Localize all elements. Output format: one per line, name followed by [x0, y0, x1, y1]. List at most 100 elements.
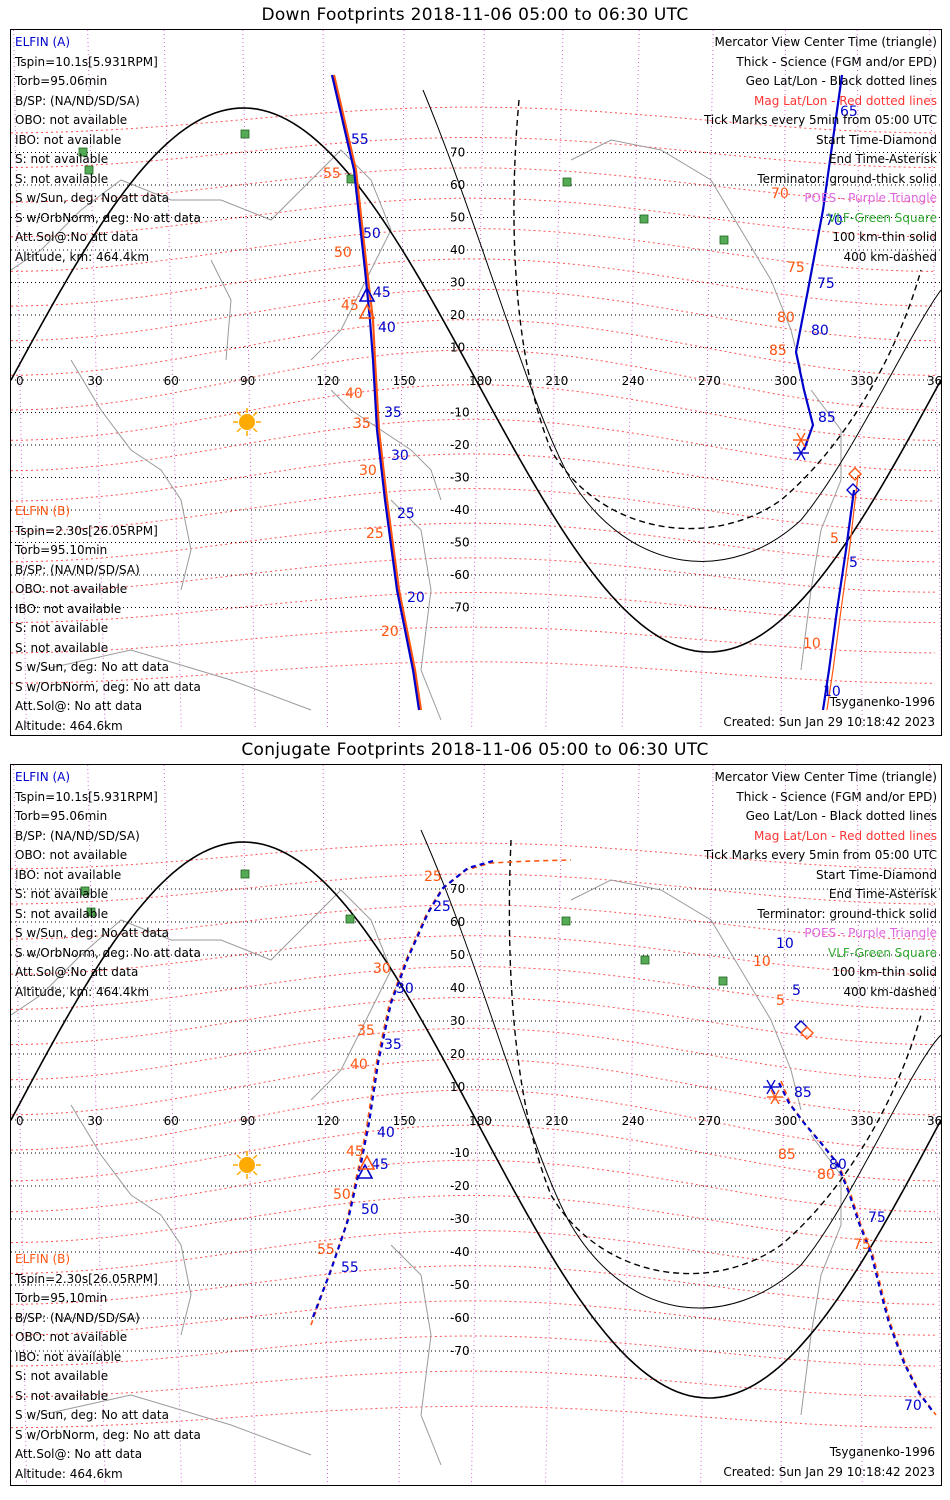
elfin-b-line: OBO: not available [15, 1330, 128, 1344]
mag-lat-line [11, 661, 935, 684]
end-time-asterisk [770, 1089, 780, 1105]
vlf-station-square [719, 235, 729, 245]
legend-item: POES - Purple Triangle [804, 926, 937, 940]
elfin-a-line: S: not available [15, 152, 109, 166]
track-time-label: 70 [825, 213, 843, 229]
panel-1-title: Down Footprints 2018-11-06 05:00 to 06:3… [261, 5, 689, 25]
lat-tick-label: 40 [450, 243, 465, 257]
lon-tick-label: 270 [698, 1114, 721, 1128]
vlf-station-square [640, 955, 650, 965]
vlf-station-square [561, 916, 571, 926]
lat-tick-label: -50 [450, 1278, 470, 1292]
elfin-b-line: S: not available [15, 621, 109, 635]
track-time-label: 55 [317, 1242, 335, 1258]
track-time-label: 20 [407, 590, 425, 606]
geo-meridian [87, 30, 106, 731]
elfin-b-line: Torb=95.10min [15, 543, 108, 557]
geo-meridian [621, 30, 640, 731]
track-time-label: 75 [853, 1237, 871, 1253]
geo-meridian [13, 30, 27, 731]
lon-tick-label: 30 [87, 374, 102, 388]
mag-lat-line [11, 384, 936, 441]
lat-tick-label: -50 [450, 536, 470, 550]
vlf-station-square [639, 214, 649, 224]
mag-lat-line [11, 626, 936, 654]
elfin-b-line: S w/OrbNorm, deg: No att data [15, 679, 201, 694]
center-time-triangle [358, 303, 376, 319]
legend-item: Terminator: ground-thick solid [757, 906, 937, 921]
elfin-b-line: Altitude: 464.6km [15, 1466, 123, 1481]
track-time-label: 35 [357, 1023, 375, 1039]
sun-ray [252, 427, 258, 433]
track-time-label: 45 [373, 285, 391, 301]
geo-meridian [13, 765, 27, 1485]
geo-meridian [700, 765, 714, 1485]
lat-tick-label: 10 [450, 1080, 465, 1094]
track-time-label: 10 [776, 936, 794, 952]
lat-tick-label: 50 [450, 948, 465, 962]
sun-ray [252, 1154, 258, 1160]
elfin-a-line: Torb=95.06min [15, 74, 108, 88]
lon-tick-label: 60 [164, 1114, 179, 1128]
elfin-b-line: B/SP: (NA/ND/SD/SA) [15, 1310, 140, 1325]
lon-tick-label: 60 [164, 374, 179, 388]
terminator-ground [11, 107, 941, 653]
mag-lat-line [11, 1124, 936, 1182]
lon-tick-label: 0 [16, 374, 24, 388]
vlf-station-square [84, 165, 94, 175]
elfin-a-track [330, 74, 421, 711]
track-time-label: 70 [904, 1398, 922, 1414]
coastline [11, 889, 392, 1101]
mag-lat-line [11, 288, 936, 342]
elfin-a-line: IBO: not available [15, 867, 122, 882]
elfin-b-line: IBO: not available [15, 1349, 122, 1364]
lat-tick-label: -10 [450, 1146, 470, 1160]
lon-tick-label: 360 [927, 374, 941, 388]
track-time-label: 10 [753, 954, 771, 970]
elfin-a-info: ELFIN (A) Tspin=10.1s[5.931RPM] Torb=95.… [15, 33, 201, 267]
geo-meridian [163, 30, 182, 731]
lat-tick-label: -10 [450, 406, 470, 420]
map-canvas: 2530354045505525303540455055105858075701… [11, 765, 941, 1485]
created-label: Created: Sun Jan 29 10:18:42 2023 [723, 715, 935, 729]
track-time-label: 5 [849, 555, 858, 571]
start-time-diamond [848, 467, 862, 481]
legend-item: Thick - Science (FGM and/or EPD) [736, 54, 937, 69]
elfin-b-track [332, 74, 423, 711]
track-time-label: 45 [371, 1157, 389, 1173]
elfin-a-line: Att.Sol@:No att data [15, 965, 139, 979]
geo-meridian [87, 765, 106, 1485]
elfin-a-line: S w/OrbNorm, deg: No att data [15, 945, 201, 960]
elfin-b-info: ELFIN (B) Tspin=2.30s[26.05RPM] Torb=95.… [15, 1250, 201, 1484]
legend: Mercator View Center Time (triangle) Thi… [704, 33, 937, 267]
vlf-station-square [562, 177, 572, 187]
created-label: Created: Sun Jan 29 10:18:42 2023 [723, 1465, 935, 1479]
track-time-label: 70 [771, 186, 789, 202]
lon-tick-label: 330 [851, 1114, 874, 1128]
end-time-asterisk [796, 432, 806, 448]
lon-tick-label: 90 [240, 1114, 255, 1128]
geo-meridian [856, 30, 863, 731]
down-footprints-panel: 55 50 45 40 35 30 25 20 55 50 45 40 35 30 25 20 65 70 75 80… [10, 29, 942, 736]
sun-ray [236, 1154, 242, 1160]
legend-item: Start Time-Diamond [815, 132, 937, 147]
elfin-a-line: OBO: not available [15, 113, 128, 127]
geo-meridian [780, 30, 786, 731]
mag-lat-line [11, 1159, 936, 1213]
center-time-triangle [358, 286, 376, 302]
lat-tick-label: 30 [450, 276, 465, 290]
elfin-a-line: B/SP: (NA/ND/SD/SA) [15, 93, 140, 108]
lat-tick-label: -60 [450, 1311, 470, 1325]
terminator-400km [513, 99, 922, 530]
elfin-a-line: S: not available [15, 887, 109, 901]
elfin-a-info: ELFIN (A) Tspin=10.1s[5.931RPM] Torb=95.… [15, 768, 201, 1002]
track-time-label: 30 [396, 981, 414, 997]
lat-tick-label: 60 [450, 915, 465, 929]
geo-meridian [242, 765, 256, 1485]
geo-meridian [322, 765, 329, 1485]
lat-tick-label: 40 [450, 981, 465, 995]
lat-tick-label: -30 [450, 1212, 470, 1226]
legend-item: 400 km-dashed [843, 984, 937, 999]
track-time-label: 80 [811, 323, 829, 339]
track-time-label: 80 [817, 1167, 835, 1183]
